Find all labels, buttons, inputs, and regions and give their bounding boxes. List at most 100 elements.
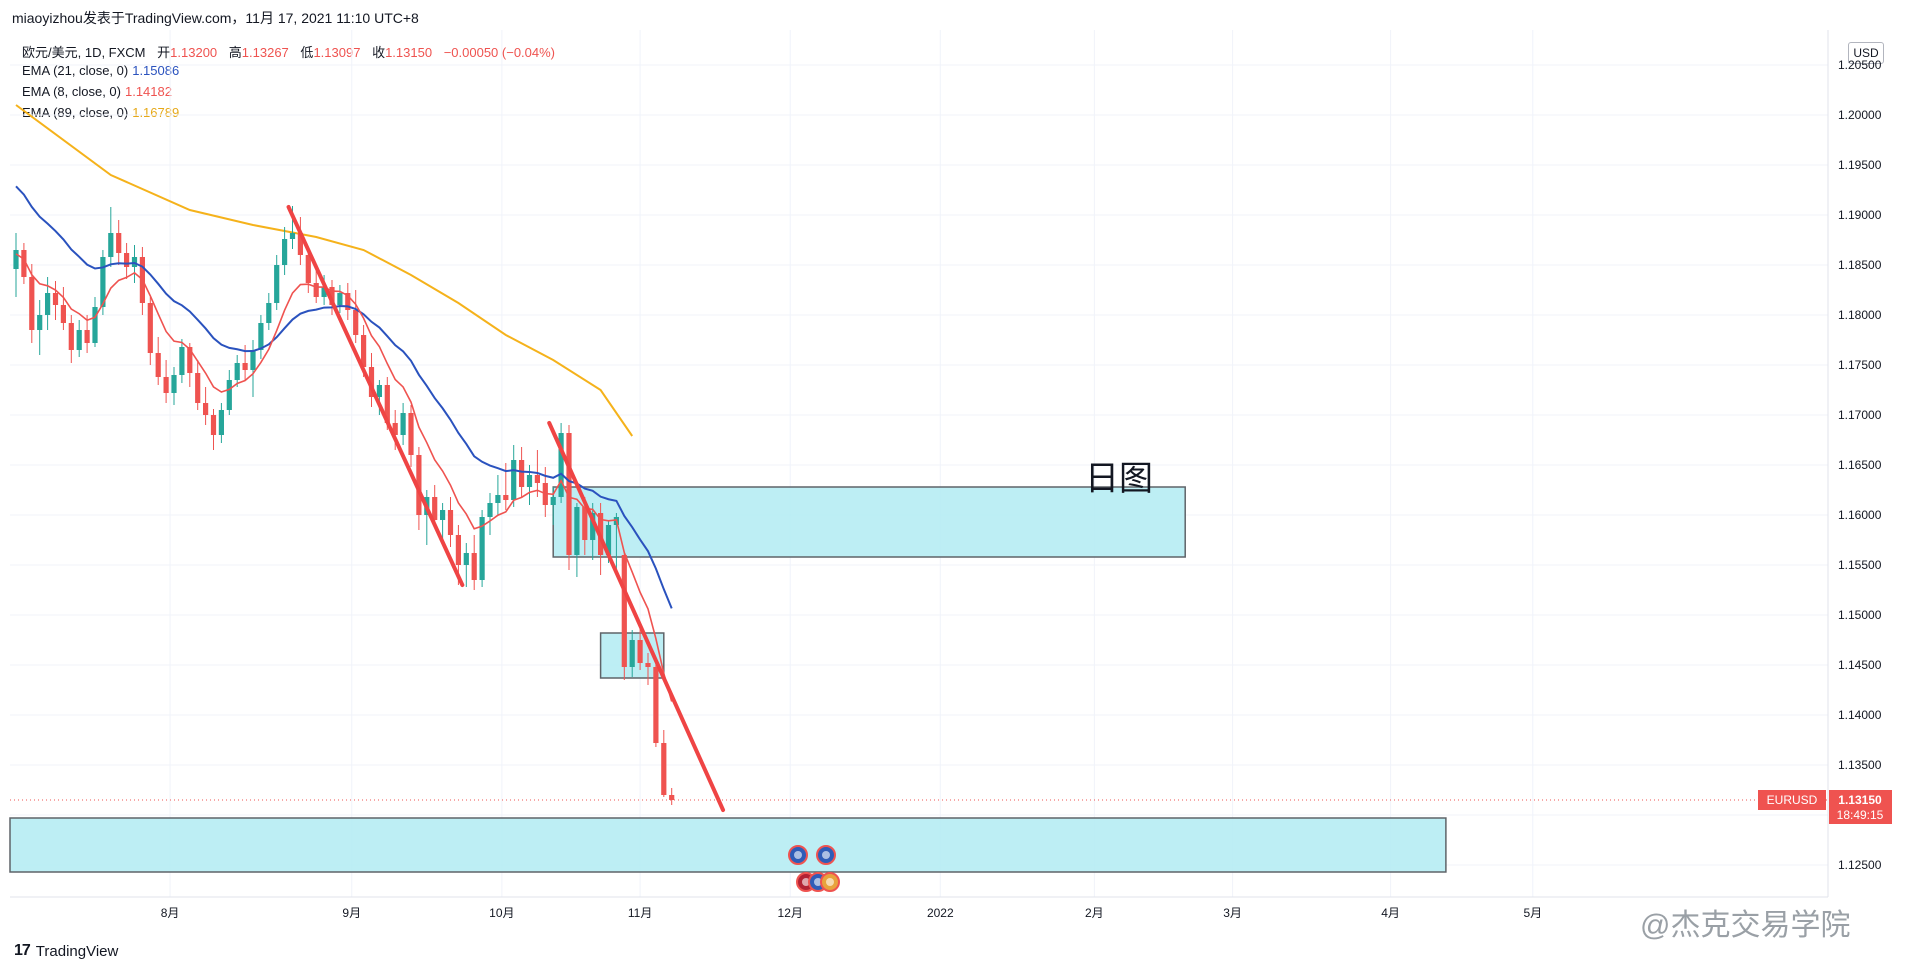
candle-body	[274, 265, 280, 303]
tradingview-brand: TradingView	[35, 942, 119, 960]
open-label: 开	[157, 45, 171, 60]
candle-body	[337, 293, 343, 305]
ema21-legend[interactable]: EMA (21, close, 0) 1.15086	[22, 63, 179, 78]
event-flag-icon-inner	[826, 878, 834, 886]
candle-body	[171, 375, 177, 393]
y-tick-label: 1.19500	[1838, 158, 1882, 172]
candle-body	[250, 350, 256, 370]
y-tick-label: 1.13500	[1838, 758, 1882, 772]
x-tick-label: 8月	[161, 906, 180, 920]
candle-body	[566, 433, 572, 555]
price-badge-text: 1.13150	[1838, 793, 1882, 807]
candle-body	[384, 385, 390, 423]
candle-body	[92, 307, 98, 343]
candle-body	[511, 460, 517, 500]
candle-body	[463, 553, 469, 565]
chart-grid	[10, 30, 1829, 898]
candle-body	[669, 795, 675, 800]
x-tick-label: 9月	[342, 906, 361, 920]
high-label: 高	[228, 45, 242, 60]
y-tick-label: 1.20500	[1838, 58, 1882, 72]
candle-body	[258, 323, 264, 350]
candle-body	[297, 233, 303, 255]
y-tick-label: 1.14000	[1838, 708, 1882, 722]
candle-body	[645, 663, 651, 667]
daily-chart-annotation: 日图	[1085, 460, 1153, 498]
ema89-value: 1.16789	[132, 105, 180, 120]
candle-body	[187, 347, 193, 373]
y-tick-label: 1.15500	[1838, 558, 1882, 572]
y-tick-label: 1.20000	[1838, 108, 1882, 122]
candle-body	[361, 335, 367, 367]
y-tick-label: 1.14500	[1838, 658, 1882, 672]
candle-body	[534, 475, 540, 483]
candle-body	[13, 250, 19, 269]
candle-body	[408, 413, 414, 455]
candle-body	[131, 257, 138, 267]
us-flag-icon-inner	[802, 878, 810, 886]
low-label: 低	[300, 45, 314, 60]
ema21-value: 1.15086	[132, 63, 180, 78]
candle-body	[210, 415, 217, 435]
candle-body	[321, 287, 327, 297]
publisher-header: miaoyizhou发表于TradingView.com，11月 17, 202…	[12, 10, 419, 26]
ema89-legend[interactable]: EMA (89, close, 0) 1.16789	[22, 105, 179, 120]
y-tick-label: 1.19000	[1838, 208, 1882, 222]
close-label: 收	[372, 45, 386, 60]
candle-body	[305, 255, 311, 283]
tradingview-logo-icon: 17	[14, 942, 31, 959]
currency-button[interactable]: USD	[1848, 42, 1884, 64]
candle-body	[432, 497, 438, 520]
support-zones	[9, 486, 1447, 873]
high-value: 1.13267	[241, 45, 289, 60]
ema8-value: 1.14182	[124, 84, 172, 99]
x-tick-label: 5月	[1523, 906, 1542, 920]
candle-body	[76, 330, 82, 350]
candle-body	[163, 377, 169, 393]
economic-events	[788, 845, 840, 892]
candle-body	[455, 535, 461, 565]
x-tick-label: 12月	[778, 906, 803, 920]
ema89-line	[15, 104, 634, 437]
candle-body	[471, 553, 477, 580]
candle-body	[226, 380, 232, 410]
candle-body	[289, 233, 296, 239]
candle-body	[266, 303, 272, 323]
candle-body	[558, 433, 564, 497]
candle-body	[68, 323, 74, 350]
candle-body	[400, 413, 406, 435]
candle-body	[21, 250, 27, 277]
candle-body	[661, 743, 667, 795]
candle-body	[60, 305, 66, 323]
candle-body	[218, 410, 224, 435]
candle-body	[116, 233, 122, 253]
ema8-legend[interactable]: EMA (8, close, 0) 1.14182	[22, 84, 172, 99]
x-tick-label: 2022	[927, 906, 954, 920]
ema-lines	[15, 185, 673, 702]
y-tick-label: 1.17000	[1838, 408, 1882, 422]
candle-body	[416, 455, 422, 515]
candle-body	[234, 363, 240, 380]
y-tick-label: 1.12500	[1838, 858, 1882, 872]
countdown-text: 18:49:15	[1837, 808, 1884, 822]
eu-flag-icon-inner	[794, 851, 802, 859]
tradingview-footer[interactable]: 17 TradingView	[14, 942, 118, 960]
zone-box	[552, 486, 1186, 558]
close-value: 1.13150	[385, 45, 433, 60]
candle-body	[376, 385, 382, 397]
y-tick-label: 1.18000	[1838, 308, 1882, 322]
ema89-polyline	[15, 104, 634, 437]
candle-body	[282, 239, 288, 265]
candle-body	[487, 503, 493, 517]
eu-flag-icon-inner	[814, 878, 822, 886]
candle-body	[590, 513, 596, 540]
x-axis: 8月 9月 10月 11月 12月 2022 2月 3月 4月 5月	[161, 906, 1542, 920]
candle-body	[550, 497, 556, 505]
open-value: 1.13200	[170, 45, 218, 60]
x-tick-label: 2月	[1085, 906, 1104, 920]
candle-body	[653, 667, 659, 743]
y-tick-label: 1.18500	[1838, 258, 1882, 272]
